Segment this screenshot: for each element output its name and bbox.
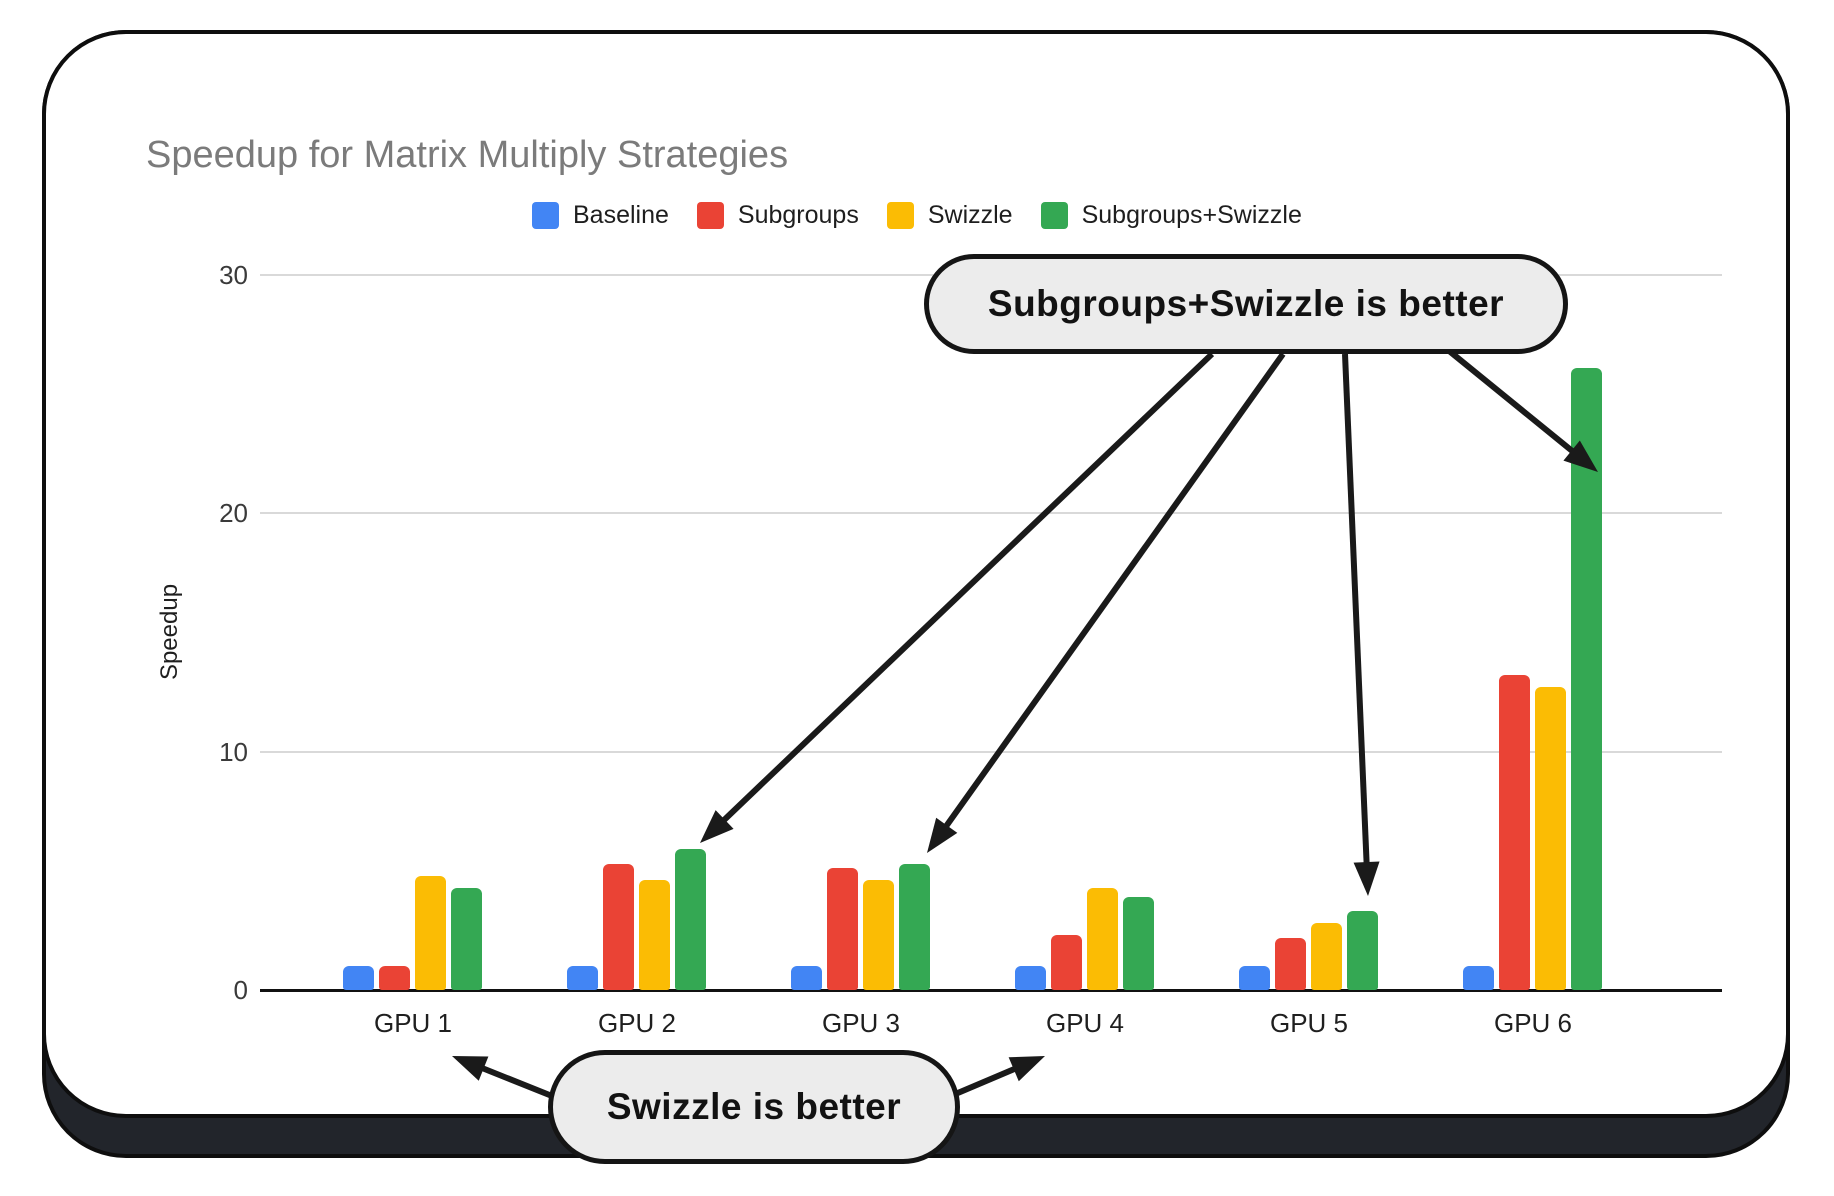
bar-baseline-gpu-2 [567,966,598,990]
bar-baseline-gpu-3 [791,966,822,990]
legend-item-subgroups-swizzle: Subgroups+Swizzle [1040,201,1302,230]
bar-swizzle-gpu-4 [1087,887,1118,990]
y-tick-label-20: 20 [219,498,248,529]
x-axis-label-gpu-6: GPU 6 [1493,1008,1573,1038]
legend-swatch-icon [532,202,559,229]
x-axis-line [260,989,1722,992]
callout-subgroups-swizzle: Subgroups+Swizzle is better [924,254,1568,354]
y-tick-label-10: 10 [219,736,248,767]
legend-label: Swizzle [927,201,1013,229]
legend-swatch-icon [886,202,914,229]
bar-subgroups-swizzle-gpu-1 [451,887,482,990]
x-axis-label-gpu-1: GPU 1 [373,1008,453,1038]
chart-legend: Baseline Subgroups Swizzle Subgroups+Swizzl… [532,201,1302,230]
bar-subgroups-gpu-5 [1275,937,1306,990]
legend-swatch-icon [1040,202,1068,229]
bar-subgroups-swizzle-gpu-2 [675,849,706,990]
y-tick-label-0: 0 [233,975,248,1005]
x-axis-label-gpu-3: GPU 3 [821,1008,901,1038]
legend-label: Baseline [573,201,669,229]
bar-subgroups-swizzle-gpu-4 [1123,897,1154,990]
gridline-20 [260,512,1722,515]
callout-swizzle: Swizzle is better [548,1050,960,1164]
bar-subgroups-gpu-6 [1499,675,1530,990]
bar-subgroups-swizzle-gpu-5 [1347,911,1378,990]
x-axis-label-gpu-4: GPU 4 [1045,1008,1125,1038]
bar-subgroups-swizzle-gpu-6 [1571,367,1602,990]
y-axis-title: Speedup [156,583,183,681]
legend-item-subgroups: Subgroups [696,201,859,230]
legend-label: Subgroups+Swizzle [1081,201,1302,229]
bar-swizzle-gpu-6 [1535,687,1566,990]
chart-title: Speedup for Matrix Multiply Strategies [146,134,789,176]
legend-item-baseline: Baseline [532,201,669,230]
bar-subgroups-gpu-3 [827,868,858,990]
bar-swizzle-gpu-5 [1311,923,1342,990]
bar-subgroups-gpu-4 [1051,935,1082,990]
bar-subgroups-swizzle-gpu-3 [899,863,930,990]
legend-label: Subgroups [737,201,859,229]
bar-swizzle-gpu-1 [415,875,446,990]
bar-swizzle-gpu-2 [639,880,670,990]
x-axis-label-gpu-2: GPU 2 [597,1008,677,1038]
bar-baseline-gpu-4 [1015,966,1046,990]
legend-swatch-icon [696,202,724,229]
legend-item-swizzle: Swizzle [886,201,1013,230]
bar-baseline-gpu-6 [1463,966,1494,990]
bar-baseline-gpu-5 [1239,966,1270,990]
x-axis-label-gpu-5: GPU 5 [1269,1008,1349,1038]
bar-subgroups-gpu-1 [379,966,410,990]
bar-swizzle-gpu-3 [863,880,894,990]
y-tick-label-30: 30 [219,260,248,290]
bar-baseline-gpu-1 [343,966,374,990]
bar-subgroups-gpu-2 [603,863,634,990]
